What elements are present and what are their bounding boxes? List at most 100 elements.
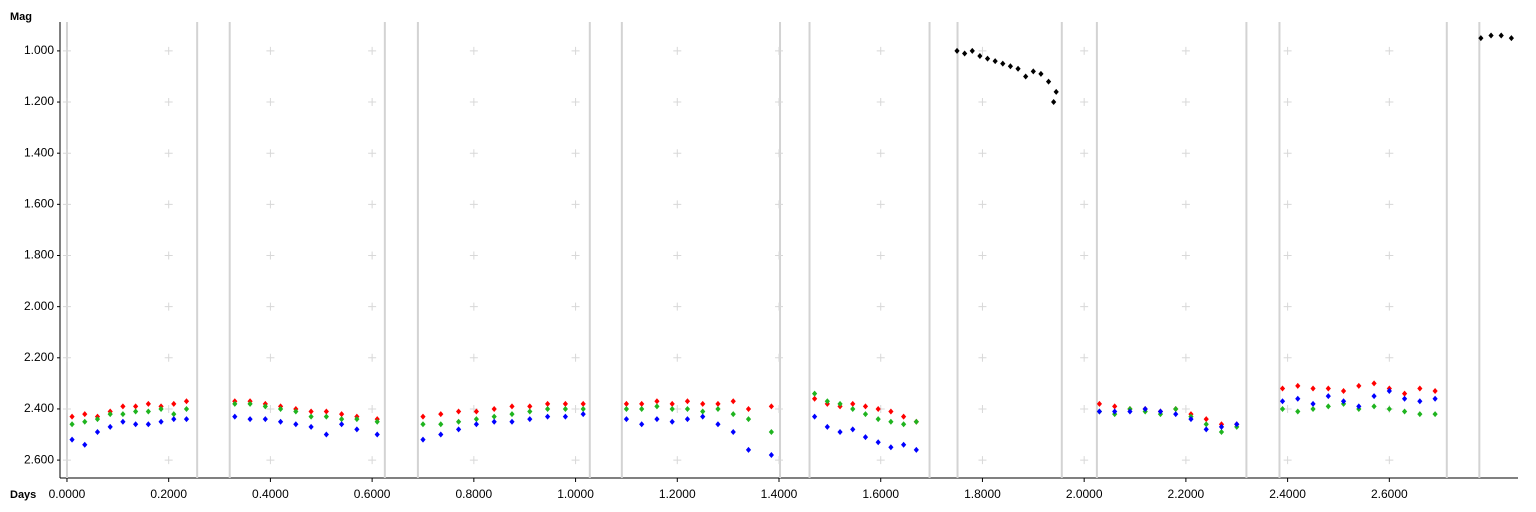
grid-cross <box>1181 46 1190 55</box>
data-point <box>1432 411 1438 418</box>
grid-cross <box>775 456 784 465</box>
grid-cross <box>1385 251 1394 260</box>
grid-cross <box>1181 302 1190 311</box>
data-point <box>901 421 907 428</box>
y-tick-label: 2.600 <box>24 452 54 466</box>
data-point <box>580 411 586 418</box>
data-point <box>69 421 75 428</box>
data-point <box>639 421 645 428</box>
grid-cross <box>1080 456 1089 465</box>
data-point <box>473 421 479 428</box>
data-point <box>1417 411 1423 418</box>
data-point <box>544 405 551 412</box>
data-point <box>1401 395 1408 402</box>
grid-cross <box>368 353 377 362</box>
x-axis-title: Days <box>10 489 36 501</box>
data-point <box>1218 428 1225 435</box>
grid-cross <box>673 456 682 465</box>
data-point <box>901 441 907 448</box>
data-point <box>669 400 675 407</box>
grid-cross <box>571 404 580 413</box>
data-point <box>1038 70 1044 77</box>
data-point <box>438 411 444 418</box>
grid-cross <box>775 98 784 107</box>
data-point <box>308 413 314 420</box>
data-point <box>715 400 721 407</box>
data-point <box>1279 398 1286 405</box>
grid-cross <box>1181 200 1190 209</box>
data-point <box>232 400 238 407</box>
data-point <box>133 421 139 428</box>
grid-cross <box>978 251 987 260</box>
data-point <box>862 403 869 410</box>
data-point <box>1432 388 1438 395</box>
data-point <box>171 411 177 418</box>
grid-cross <box>876 251 885 260</box>
data-point <box>954 47 960 54</box>
x-tick-label: 0.0000 <box>49 487 86 501</box>
data-point <box>183 416 190 423</box>
x-tick-label: 2.4000 <box>1269 487 1306 501</box>
data-point <box>875 405 881 412</box>
grid-cross <box>164 149 173 158</box>
data-point <box>888 444 894 451</box>
grid-cross <box>62 98 71 107</box>
grid-cross <box>1283 251 1292 260</box>
data-point <box>82 418 88 425</box>
data-point <box>323 431 329 438</box>
grid-cross <box>164 404 173 413</box>
data-point <box>1432 395 1438 402</box>
data-point <box>1356 382 1362 389</box>
data-point <box>969 47 975 54</box>
data-point <box>1157 408 1164 415</box>
x-tick-label: 0.6000 <box>354 487 391 501</box>
grid-cross <box>1080 149 1089 158</box>
data-point <box>669 418 675 425</box>
data-point <box>354 426 360 433</box>
data-point <box>473 416 479 423</box>
data-point <box>654 416 660 423</box>
grid-cross <box>1181 251 1190 260</box>
data-point <box>768 451 774 458</box>
data-point <box>812 413 818 420</box>
data-point <box>323 408 329 415</box>
grid-cross <box>266 456 275 465</box>
data-point <box>420 421 426 428</box>
grid-cross <box>673 98 682 107</box>
data-point <box>654 398 660 405</box>
data-point <box>120 403 126 410</box>
data-point <box>1203 416 1209 423</box>
grid-cross <box>673 251 682 260</box>
data-point <box>901 413 907 420</box>
data-point <box>247 416 253 423</box>
data-point <box>420 413 426 420</box>
data-point <box>913 418 919 425</box>
data-point <box>888 408 894 415</box>
data-point <box>277 418 284 425</box>
data-point <box>684 398 691 405</box>
grid-cross <box>1080 353 1089 362</box>
data-point <box>1478 35 1484 42</box>
grid-cross <box>673 353 682 362</box>
grid-cross <box>62 353 71 362</box>
grid-cross <box>469 98 478 107</box>
grid-cross <box>571 46 580 55</box>
data-point <box>1295 408 1301 415</box>
data-point <box>562 405 568 412</box>
y-tick-label: 2.200 <box>24 350 54 364</box>
data-point <box>1508 35 1514 42</box>
grid-cross <box>775 404 784 413</box>
grid-cross <box>1181 353 1190 362</box>
grid-cross <box>164 456 173 465</box>
data-point <box>1295 395 1301 402</box>
data-point <box>580 405 586 412</box>
data-point <box>1096 408 1103 415</box>
grid-cross <box>1385 200 1394 209</box>
grid-cross <box>1283 456 1292 465</box>
data-point <box>768 403 774 410</box>
grid-cross <box>368 46 377 55</box>
data-point <box>262 416 268 423</box>
data-point <box>1325 385 1331 392</box>
grid-cross <box>978 200 987 209</box>
